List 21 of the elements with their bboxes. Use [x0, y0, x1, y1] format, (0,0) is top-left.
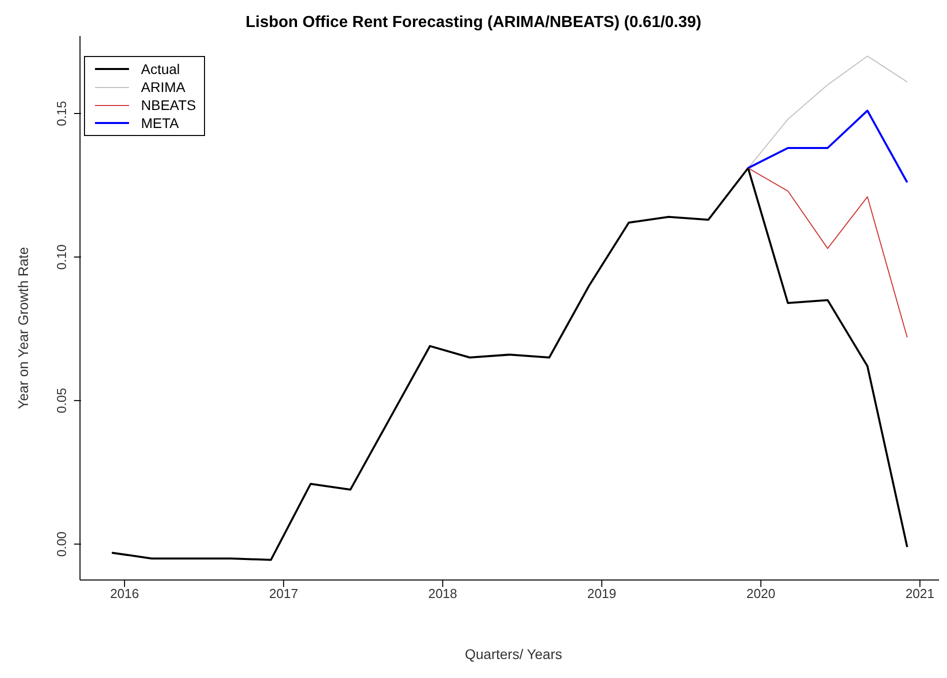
- legend-label: ARIMA: [141, 79, 186, 95]
- legend-label: META: [141, 115, 179, 131]
- y-tick-label: 0.00: [54, 531, 69, 557]
- y-axis-title: Year on Year Growth Rate: [15, 246, 31, 410]
- chart-title: Lisbon Office Rent Forecasting (ARIMA/NBEATS) (0.61/0.39): [244, 14, 702, 32]
- x-tick-label: 2016: [110, 586, 139, 602]
- x-tick-label: 2020: [746, 586, 776, 602]
- x-tick-label: 2018: [428, 586, 458, 602]
- x-tick-label: 2017: [269, 586, 298, 602]
- line-series: [110, 167, 908, 561]
- legend-label: Actual: [141, 61, 180, 77]
- line-series: [747, 110, 908, 184]
- legend-label: NBEATS: [141, 97, 196, 113]
- line-series: [748, 56, 908, 169]
- y-tick-label: 0.05: [54, 388, 69, 414]
- y-tick-label: 0.15: [54, 100, 69, 126]
- x-tick-label: 2021: [905, 586, 934, 602]
- line-series: [748, 168, 908, 338]
- x-tick-label: 2019: [587, 586, 616, 602]
- y-tick-label: 0.10: [54, 244, 69, 270]
- x-axis-title: Quarters/ Years: [464, 646, 564, 662]
